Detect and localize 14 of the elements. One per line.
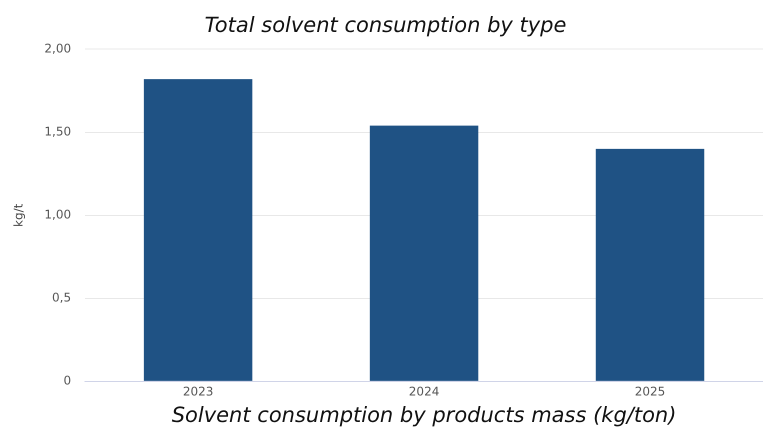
y-axis-title: kg/t — [11, 203, 26, 227]
y-tick-label: 0,5 — [52, 290, 72, 304]
y-tick-label: 2,00 — [44, 41, 72, 56]
x-tick-label: 2024 — [408, 384, 440, 399]
bar — [144, 79, 252, 381]
x-tick-label: 2025 — [634, 384, 666, 399]
y-tick-label: 0 — [63, 374, 72, 388]
x-tick-label: 2023 — [182, 384, 214, 399]
chart-title: Total solvent consumption by type — [204, 13, 566, 38]
bar — [370, 126, 478, 381]
bar — [596, 148, 704, 381]
x-axis-title: Solvent consumption by products mass (kg/ton) — [172, 402, 676, 427]
y-tick-label: 1,50 — [44, 124, 72, 138]
y-tick-label: 1,00 — [44, 207, 72, 222]
